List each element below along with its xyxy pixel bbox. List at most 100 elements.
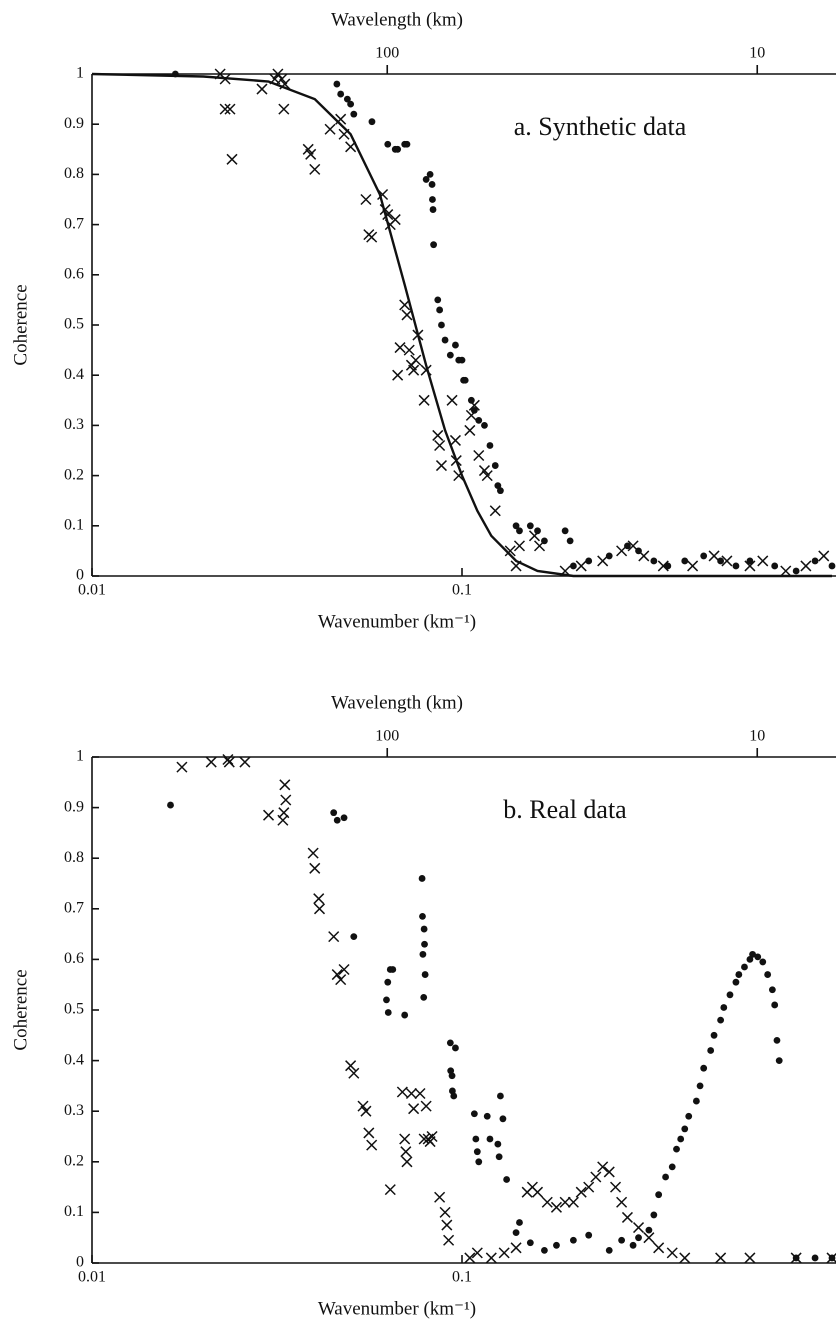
cross-point [313, 893, 325, 905]
x-tick-label: 0.1 [452, 582, 472, 599]
cross-point [420, 1100, 432, 1112]
cross-point [338, 963, 350, 976]
y-tick-label: 0.6 [64, 265, 84, 282]
y-axis-label: Coherence [10, 284, 31, 365]
dot-point [167, 801, 174, 809]
dot-point [692, 1097, 700, 1105]
dot-point [333, 80, 341, 88]
dot-point [746, 956, 754, 963]
cross-point [313, 903, 326, 915]
dot-point [337, 90, 345, 98]
cross-point [800, 560, 812, 572]
dot-point [655, 1191, 663, 1199]
dot-point [481, 422, 488, 429]
cross-point [757, 555, 769, 567]
cross-point [464, 424, 476, 436]
cross-point [449, 434, 461, 446]
dot-point [347, 100, 355, 108]
dot-point [458, 356, 466, 364]
dot-point [516, 1219, 523, 1226]
cross-point [280, 794, 292, 806]
y-tick-label: 0.1 [64, 516, 84, 533]
x-tick-label: 0.01 [78, 1269, 106, 1286]
cross-point [357, 1100, 369, 1112]
cross-point [360, 193, 372, 206]
cross-point [679, 1252, 691, 1264]
dot-point [384, 978, 392, 986]
dot-point [426, 171, 434, 178]
x2-axis-label: Wavelength (km) [331, 692, 463, 713]
dot-point [486, 1135, 494, 1143]
dot-point [569, 562, 577, 570]
cross-point [205, 756, 217, 768]
cross-point [818, 550, 830, 562]
cross-point [392, 369, 404, 381]
dot-point [717, 1016, 725, 1024]
dot-point [497, 487, 504, 495]
dot-point [494, 482, 502, 490]
dot-point [384, 1009, 392, 1016]
dot-point [735, 971, 743, 978]
dot-point [350, 933, 358, 941]
y-tick-label: 0.3 [64, 1102, 84, 1119]
cross-point [504, 545, 516, 557]
cross-point [657, 560, 669, 572]
dot-point [428, 181, 436, 188]
cross-point [277, 814, 289, 826]
y-axis-label: Coherence [10, 969, 31, 1050]
y-tick-label: 0.7 [64, 215, 84, 232]
dot-point [330, 809, 338, 817]
dot-point [629, 1241, 637, 1249]
x2-tick-label: 10 [749, 45, 765, 62]
dot-point [746, 557, 754, 565]
cross-point [324, 123, 336, 135]
dot-point [677, 1135, 685, 1143]
dot-point [526, 1239, 534, 1247]
dot-point [495, 1153, 503, 1161]
dot-point [497, 1092, 504, 1100]
dot-point [553, 1241, 560, 1249]
dot-point [673, 1145, 680, 1153]
cross-point [394, 342, 406, 354]
cross-point [396, 1086, 408, 1098]
cross-point [226, 153, 238, 165]
cross-point [531, 1186, 544, 1198]
dot-point [811, 557, 819, 565]
cross-point [256, 83, 268, 95]
dot-point [343, 95, 351, 103]
dot-point [350, 110, 358, 118]
cross-point [513, 540, 526, 552]
dot-point [403, 140, 411, 148]
y-tick-label: 0.9 [64, 115, 84, 132]
cross-point [405, 1087, 417, 1100]
dot-point [467, 396, 475, 404]
dot-point [494, 1140, 502, 1148]
dot-point [389, 966, 397, 973]
dot-point [429, 206, 437, 213]
cross-point [309, 163, 321, 175]
dot-point [491, 462, 499, 469]
cross-point [485, 1252, 497, 1264]
cross-point [653, 1242, 665, 1254]
dot-point [561, 527, 569, 535]
panel: 0 0.1 0.2 0.3 0.4 0.5 0.6 0.7 0.8 0.9 1 0.01 0.1 100 1… [10, 9, 836, 632]
dot-point [700, 552, 708, 560]
x2-tick-label: 10 [749, 728, 765, 745]
dot-point [452, 1044, 459, 1052]
dot-point [420, 993, 428, 1001]
cross-point [345, 1060, 357, 1072]
cross-point [446, 394, 458, 406]
dot-point [461, 376, 469, 384]
dot-point [605, 552, 613, 560]
annotation: b. Real data [503, 795, 627, 824]
x-tick-label: 0.1 [452, 1269, 472, 1286]
cross-point [400, 1146, 412, 1158]
cross-point [328, 931, 340, 943]
y-tick-label: 0 [76, 1254, 84, 1271]
dot-point [710, 1031, 718, 1039]
cross-point [408, 1103, 420, 1115]
dot-point [526, 522, 534, 530]
dot-point [741, 963, 748, 971]
dot-point [503, 1176, 511, 1183]
dot-point [512, 1229, 520, 1237]
